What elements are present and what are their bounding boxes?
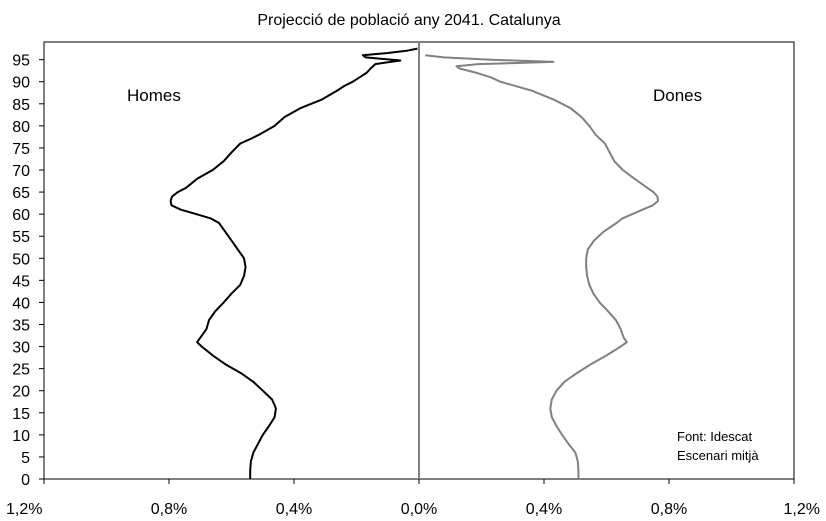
y-tick-label: 70	[12, 163, 30, 180]
y-tick-label: 30	[12, 340, 30, 357]
y-tick-label: 15	[12, 406, 30, 423]
series-line-homes	[169, 47, 418, 479]
y-tick-label: 45	[12, 273, 30, 290]
y-tick-label: 90	[12, 75, 30, 92]
dones-label: Dones	[653, 86, 702, 105]
series-layer	[169, 47, 660, 479]
y-tick-label: 0	[21, 472, 30, 489]
y-tick-label: 95	[12, 53, 30, 70]
y-tick-label: 75	[12, 141, 30, 158]
chart-title: Projecció de població any 2041. Cataluny…	[257, 12, 560, 29]
x-tick-label: 1,2%	[6, 501, 42, 518]
series-line-dones	[425, 54, 660, 479]
y-tick-label: 10	[12, 428, 30, 445]
source-note: Font: Idescat	[677, 429, 753, 444]
y-tick-label: 40	[12, 295, 30, 312]
x-axis: 1,2% 0,8% 0,4% 0,0% 0,4% 0,8% 1,2%	[6, 479, 820, 518]
x-tick-label: 0,4%	[276, 501, 312, 518]
y-tick-label: 25	[12, 362, 30, 379]
y-tick-label: 50	[12, 251, 30, 268]
x-tick-label: 0,8%	[651, 501, 687, 518]
x-tick-label: 0,0%	[401, 501, 437, 518]
y-tick-label: 55	[12, 229, 30, 246]
y-tick-label: 35	[12, 318, 30, 335]
y-tick-label: 85	[12, 97, 30, 114]
y-tick-label: 60	[12, 207, 30, 224]
x-tick-label: 1,2%	[784, 501, 820, 518]
y-tick-label: 20	[12, 384, 30, 401]
y-tick-label: 80	[12, 119, 30, 136]
x-tick-label: 0,8%	[151, 501, 187, 518]
x-tick-label: 0,4%	[526, 501, 562, 518]
y-tick-label: 5	[21, 450, 30, 467]
homes-label: Homes	[127, 86, 181, 105]
y-axis: 0 5 10 15 20 25 30 35 40 45 50 55 60 65 70 75 80 85 90 95	[12, 53, 44, 489]
y-tick-label: 65	[12, 185, 30, 202]
scenario-note: Escenari mitjà	[677, 448, 759, 463]
